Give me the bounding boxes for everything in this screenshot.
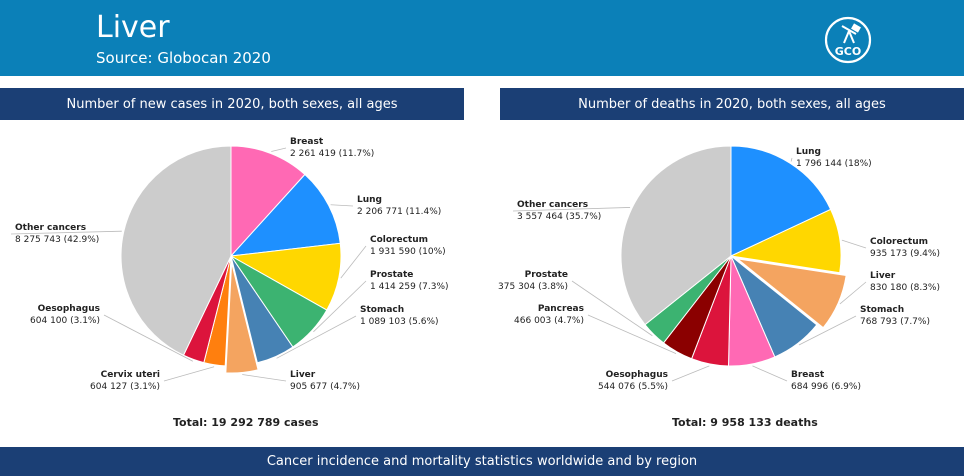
slice-value-colorectum: 1 931 590 (10%) [370, 247, 446, 257]
slice-label-pancreas: Pancreas [538, 304, 584, 314]
leader-line-prostate [313, 280, 367, 333]
leader-line-breast [752, 365, 788, 382]
slice-value-oesophagus: 604 100 (3.1%) [30, 316, 100, 326]
pie-slice-liver [225, 262, 259, 374]
slice-label-stomach: Stomach [360, 305, 404, 315]
footer-banner: Cancer incidence and mortality statistic… [0, 447, 964, 476]
leader-line-prostate [571, 280, 653, 337]
gco-logo-icon: GCO [824, 16, 872, 64]
leader-line-colorectum [841, 239, 867, 249]
pie-slice-other-cancers [620, 145, 732, 326]
mortality-chart-title: Number of deaths in 2020, both sexes, al… [500, 88, 964, 120]
leader-line-cervix-uteri [163, 366, 215, 382]
slice-value-lung: 2 206 771 (11.4%) [357, 207, 441, 217]
leader-line-colorectum [340, 245, 367, 279]
slice-label-liver: Liver [870, 271, 896, 281]
header-banner: Liver Source: Globocan 2020 GCO [0, 0, 964, 76]
slice-label-prostate: Prostate [370, 270, 413, 280]
slice-label-other-cancers: Other cancers [517, 200, 588, 210]
slice-value-pancreas: 466 003 (4.7%) [514, 316, 584, 326]
leader-line-oesophagus [671, 365, 710, 382]
slice-value-stomach: 768 793 (7.7%) [860, 317, 930, 327]
slice-value-prostate: 1 414 259 (7.3%) [370, 282, 449, 292]
slice-value-breast: 2 261 419 (11.7%) [290, 149, 374, 159]
logo-text: GCO [835, 45, 861, 58]
leader-line-liver [839, 281, 867, 305]
slice-label-other-cancers: Other cancers [15, 223, 86, 233]
slice-label-colorectum: Colorectum [370, 235, 428, 245]
mortality-pie-chart: Lung 1 796 144 (18%) Colorectum 935 173 (9.… [498, 145, 940, 392]
slice-value-liver: 830 180 (8.3%) [870, 283, 940, 293]
slice-label-lung: Lung [357, 195, 382, 205]
page-title: Liver [96, 10, 170, 45]
slice-value-cervix-uteri: 604 127 (3.1%) [90, 382, 160, 392]
slice-value-breast: 684 996 (6.9%) [791, 382, 861, 392]
slice-label-colorectum: Colorectum [870, 237, 928, 247]
leader-line-stomach [798, 315, 857, 346]
slice-value-oesophagus: 544 076 (5.5%) [598, 382, 668, 392]
slice-value-other-cancers: 8 275 743 (42.9%) [15, 235, 99, 245]
leader-line-liver [242, 374, 287, 382]
slice-label-oesophagus: Oesophagus [38, 304, 100, 314]
slice-value-liver: 905 677 (4.7%) [290, 382, 360, 392]
leader-line-oesophagus [103, 314, 193, 362]
pie-slice-breast [230, 145, 306, 258]
slice-label-liver: Liver [290, 370, 316, 380]
leader-line-other-cancers [512, 207, 631, 212]
slice-label-breast: Breast [791, 370, 825, 380]
incidence-chart-title: Number of new cases in 2020, both sexes,… [0, 88, 464, 120]
pie-slice-lung [229, 173, 341, 257]
slice-label-lung: Lung [796, 147, 821, 157]
leader-line-breast [271, 147, 287, 152]
slice-label-cervix-uteri: Cervix uteri [101, 370, 160, 380]
pie-slice-lung [730, 145, 832, 257]
slice-label-stomach: Stomach [860, 305, 904, 315]
slice-value-stomach: 1 089 103 (5.6%) [360, 317, 439, 327]
pie-slice-colorectum [729, 208, 842, 274]
slice-value-colorectum: 935 173 (9.4%) [870, 249, 940, 259]
source-label: Source: Globocan 2020 [96, 49, 271, 67]
leader-line-stomach [276, 315, 357, 359]
leader-line-other-cancers [10, 230, 122, 235]
pie-slice-liver [735, 258, 847, 329]
slice-value-other-cancers: 3 557 464 (35.7%) [517, 212, 601, 222]
slice-label-oesophagus: Oesophagus [606, 370, 668, 380]
slice-value-prostate: 375 304 (3.8%) [498, 282, 568, 292]
pie-slice-other-cancers [120, 145, 232, 356]
pie-slice-stomach [230, 255, 294, 364]
incidence-pie-chart: Breast 2 261 419 (11.7%) Lung 2 206 771 (11… [10, 137, 449, 392]
mortality-total: Total: 9 958 133 deaths [672, 416, 818, 429]
slice-label-prostate: Prostate [525, 270, 568, 280]
leader-line-lung [330, 204, 354, 207]
incidence-total: Total: 19 292 789 cases [173, 416, 319, 429]
leader-line-pancreas [587, 314, 677, 354]
slice-value-lung: 1 796 144 (18%) [796, 159, 872, 169]
leader-line-lung [790, 157, 793, 162]
slice-label-breast: Breast [290, 137, 324, 147]
